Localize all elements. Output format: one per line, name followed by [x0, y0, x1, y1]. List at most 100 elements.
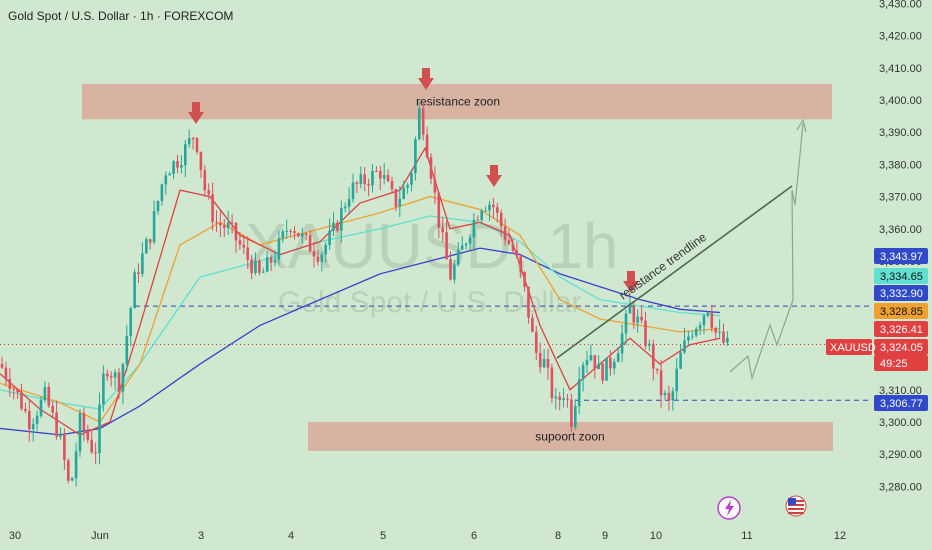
y-tick-label: 3,430.00	[879, 0, 922, 10]
candle-body	[433, 178, 437, 193]
candle-body	[554, 396, 558, 399]
candle-body	[406, 184, 409, 188]
candle-body	[129, 308, 132, 337]
resistance-trendline[interactable]	[556, 185, 793, 359]
candle-body	[82, 413, 86, 431]
y-tick-label: 3,370.00	[879, 192, 922, 204]
candle-body	[324, 244, 327, 255]
candle-body	[683, 340, 686, 353]
price-badge-text: 49:25	[880, 358, 908, 370]
candle-body	[418, 108, 421, 140]
candle-body	[67, 460, 70, 481]
projection-path[interactable]	[729, 123, 804, 381]
candle-body	[523, 272, 526, 287]
candle-body	[258, 260, 261, 273]
candle-body	[47, 387, 51, 406]
price-badge-text: 3,306.77	[880, 398, 923, 410]
down-arrow-icon[interactable]	[623, 271, 639, 293]
candle-body	[577, 379, 581, 407]
zone-rect[interactable]	[82, 83, 832, 120]
candle-body	[460, 245, 464, 250]
candle-body	[379, 171, 382, 179]
candle-body	[55, 412, 58, 437]
candle-body	[12, 389, 15, 391]
candle-body	[535, 331, 538, 353]
candle-body	[511, 243, 515, 251]
candle-body	[180, 165, 183, 168]
candle-body	[636, 316, 639, 323]
candle-body	[496, 207, 499, 213]
candle-body	[597, 363, 600, 370]
ma-50-line	[0, 195, 721, 423]
candle-body	[367, 183, 370, 186]
candle-body	[574, 406, 577, 428]
candle-body	[152, 211, 156, 243]
candle-body	[691, 335, 694, 337]
down-arrow-icon[interactable]	[486, 165, 502, 187]
candle-body	[156, 201, 160, 212]
price-badge	[874, 321, 928, 337]
y-tick-label: 3,420.00	[879, 31, 922, 43]
down-arrow-icon[interactable]	[188, 102, 204, 124]
candle-body	[102, 373, 105, 405]
x-tick-label: 6	[471, 530, 477, 542]
price-badge	[874, 355, 928, 371]
y-tick-label: 3,390.00	[879, 127, 922, 139]
candle-body	[726, 337, 729, 343]
candle-body	[246, 247, 249, 260]
x-tick-label: 9	[602, 530, 608, 542]
candle-body	[86, 430, 90, 440]
y-tick-label: 3,360.00	[879, 224, 922, 236]
candle-body	[375, 170, 378, 172]
time-axis[interactable]: 30 Jun 3 4 5 6 8 9 10 11 12	[9, 530, 846, 542]
candle-body	[28, 410, 31, 430]
candle-body	[0, 364, 4, 368]
candle-body	[679, 352, 682, 369]
x-tick-label: 30	[9, 530, 21, 542]
candle-body	[160, 184, 164, 202]
candle-body	[133, 272, 136, 309]
x-tick-label: Jun	[91, 530, 109, 542]
us-flag-icon[interactable]	[785, 495, 807, 517]
candle-body	[347, 199, 351, 207]
price-badge	[874, 303, 928, 319]
candle-body	[207, 190, 210, 195]
candle-body	[558, 396, 561, 400]
candle-body	[24, 408, 27, 411]
price-badge-text: 3,332.90	[880, 288, 923, 300]
down-arrow-icon[interactable]	[418, 68, 434, 90]
candle-body	[609, 357, 612, 369]
candle-body	[398, 198, 402, 207]
candle-body	[585, 360, 589, 365]
candle-body	[613, 361, 616, 369]
candle-body	[480, 210, 483, 220]
candle-body	[659, 370, 663, 396]
candle-body	[121, 363, 125, 392]
zone-label: resistance zoon	[416, 95, 500, 109]
candle-body	[238, 240, 242, 245]
candle-body	[262, 271, 265, 273]
candle-body	[632, 306, 636, 323]
candle-body	[328, 230, 331, 245]
candle-body	[51, 405, 54, 413]
candle-body	[394, 189, 398, 207]
candle-body	[148, 239, 152, 243]
candle-body	[308, 234, 312, 252]
candle-body	[441, 227, 444, 233]
candle-body	[581, 364, 585, 380]
candle-body	[35, 415, 39, 424]
candle-body	[507, 240, 511, 244]
price-badge	[874, 339, 928, 355]
candle-body	[515, 250, 519, 257]
candle-body	[652, 343, 655, 369]
price-axis[interactable]: 3,430.00 3,420.00 3,410.00 3,400.00 3,390.00…	[826, 0, 928, 493]
candle-body	[242, 244, 246, 248]
candle-body	[226, 222, 230, 228]
lightning-event-icon[interactable]	[717, 496, 741, 520]
candle-body	[43, 387, 47, 400]
candle-body	[281, 231, 285, 239]
candle-body	[301, 233, 304, 237]
y-tick-label: 3,380.00	[879, 159, 922, 171]
candle-body	[706, 312, 710, 316]
